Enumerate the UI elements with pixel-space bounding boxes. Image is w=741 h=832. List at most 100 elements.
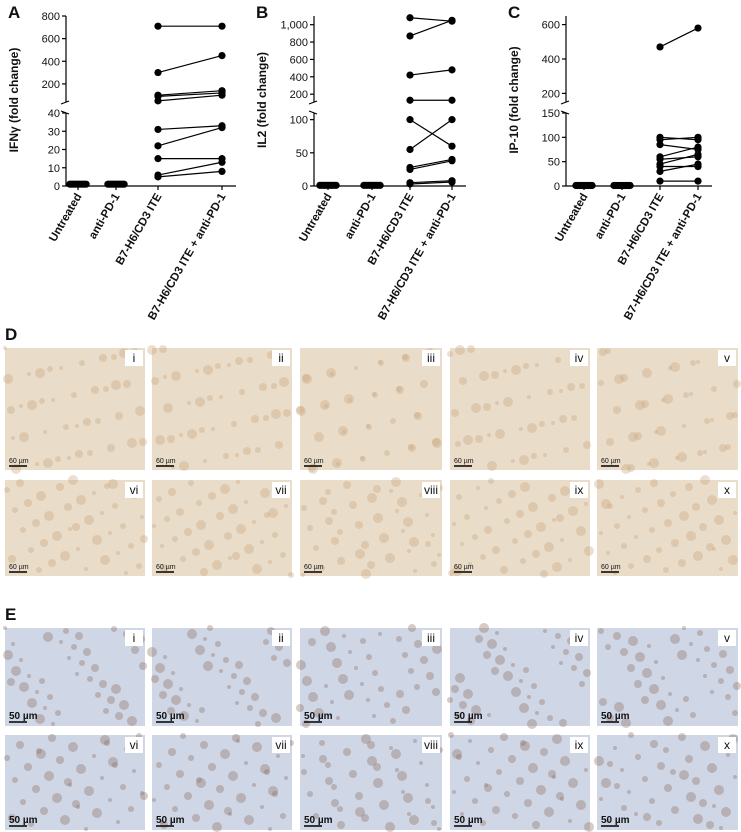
stain-spot bbox=[272, 532, 278, 538]
stain-spot bbox=[196, 520, 206, 530]
stain-spot bbox=[104, 483, 110, 489]
scale-label: 50 µm bbox=[454, 711, 483, 722]
stain-spot bbox=[475, 435, 483, 443]
stain-spot bbox=[95, 418, 101, 424]
stain-spot bbox=[670, 491, 676, 497]
stain-spot bbox=[425, 541, 431, 547]
stain-spot bbox=[219, 395, 223, 399]
pair-line bbox=[409, 181, 453, 185]
y-tick-label: 200 bbox=[42, 79, 60, 91]
stain-spot bbox=[468, 562, 472, 566]
data-point bbox=[656, 43, 664, 51]
stain-spot bbox=[60, 551, 70, 561]
stain-spot bbox=[552, 518, 556, 522]
stain-spot bbox=[459, 701, 467, 709]
stain-spot bbox=[559, 719, 567, 727]
stain-spot bbox=[459, 377, 467, 385]
stain-spot bbox=[527, 695, 531, 699]
stain-spot bbox=[227, 363, 231, 367]
stain-spot bbox=[431, 561, 437, 567]
stain-spot bbox=[402, 354, 410, 362]
panel-label: D bbox=[5, 325, 17, 344]
image-label: iii bbox=[427, 351, 435, 365]
stain-spot bbox=[379, 800, 389, 810]
stain-spot bbox=[584, 546, 594, 556]
stain-spot bbox=[332, 658, 342, 668]
stain-spot bbox=[532, 550, 540, 558]
pair-line bbox=[409, 180, 453, 184]
y-tick-label: 0 bbox=[302, 181, 308, 193]
stain-spot bbox=[195, 645, 205, 655]
stain-spot bbox=[188, 755, 194, 761]
stain-spot bbox=[301, 769, 307, 775]
stain-spot bbox=[407, 549, 411, 553]
stain-spot bbox=[3, 650, 13, 660]
micrograph bbox=[450, 348, 590, 470]
stain-spot bbox=[355, 807, 365, 817]
stain-spot bbox=[231, 673, 237, 679]
stain-spot bbox=[331, 784, 337, 790]
stain-spot bbox=[492, 546, 500, 554]
stain-spot bbox=[635, 400, 645, 410]
stain-spot bbox=[649, 798, 655, 804]
stain-spot bbox=[260, 805, 264, 809]
image-label: iv bbox=[575, 631, 584, 645]
stain-spot bbox=[649, 458, 659, 468]
stain-spot bbox=[355, 521, 363, 529]
stain-spot bbox=[68, 742, 78, 752]
stain-spot bbox=[332, 458, 342, 468]
stain-spot bbox=[268, 508, 278, 518]
stain-spot bbox=[479, 623, 489, 633]
stain-spot bbox=[728, 555, 738, 565]
stain-spot bbox=[379, 533, 389, 543]
y-tick-label: 600 bbox=[542, 20, 560, 32]
stain-spot bbox=[487, 433, 491, 437]
stain-spot bbox=[527, 395, 531, 399]
stain-spot bbox=[243, 677, 251, 685]
stain-spot bbox=[147, 647, 157, 657]
stain-spot bbox=[520, 741, 530, 751]
stain-spot bbox=[682, 424, 686, 428]
stain-spot bbox=[228, 504, 238, 514]
stain-spot bbox=[372, 714, 376, 718]
stain-spot bbox=[621, 718, 631, 728]
stain-spot bbox=[551, 645, 555, 649]
stain-spot bbox=[99, 680, 107, 688]
stain-spot bbox=[654, 660, 658, 664]
scale-label: 60 µm bbox=[156, 458, 176, 465]
stain-spot bbox=[455, 345, 465, 355]
stain-spot bbox=[128, 806, 134, 812]
stain-spot bbox=[711, 386, 717, 392]
stain-spot bbox=[24, 763, 32, 771]
stain-spot bbox=[414, 412, 422, 420]
stain-spot bbox=[555, 357, 561, 363]
data-point bbox=[448, 16, 456, 24]
stain-spot bbox=[320, 626, 330, 636]
stain-spot bbox=[583, 441, 591, 449]
stain-spot bbox=[59, 366, 63, 370]
image-label: v bbox=[724, 351, 730, 365]
stain-spot bbox=[488, 478, 494, 484]
y-tick-label: 600 bbox=[42, 34, 60, 46]
stain-spot bbox=[472, 798, 478, 804]
stain-spot bbox=[634, 812, 638, 816]
image-label: ii bbox=[278, 631, 283, 645]
stain-spot bbox=[163, 655, 167, 659]
stain-spot bbox=[726, 666, 734, 674]
stain-spot bbox=[159, 691, 167, 699]
stain-spot bbox=[320, 400, 330, 410]
stain-spot bbox=[504, 518, 510, 524]
micrograph bbox=[300, 348, 442, 470]
axis-break bbox=[60, 100, 70, 105]
stain-spot bbox=[260, 764, 270, 774]
stain-spot bbox=[111, 684, 121, 694]
stain-spot bbox=[271, 409, 281, 419]
data-point bbox=[154, 22, 162, 30]
stain-spot bbox=[52, 531, 62, 541]
label-box bbox=[718, 350, 736, 366]
stain-spot bbox=[147, 345, 157, 355]
scale-label: 50 µm bbox=[454, 815, 483, 826]
stain-spot bbox=[704, 418, 710, 424]
stain-spot bbox=[606, 714, 614, 722]
stain-spot bbox=[71, 644, 77, 650]
